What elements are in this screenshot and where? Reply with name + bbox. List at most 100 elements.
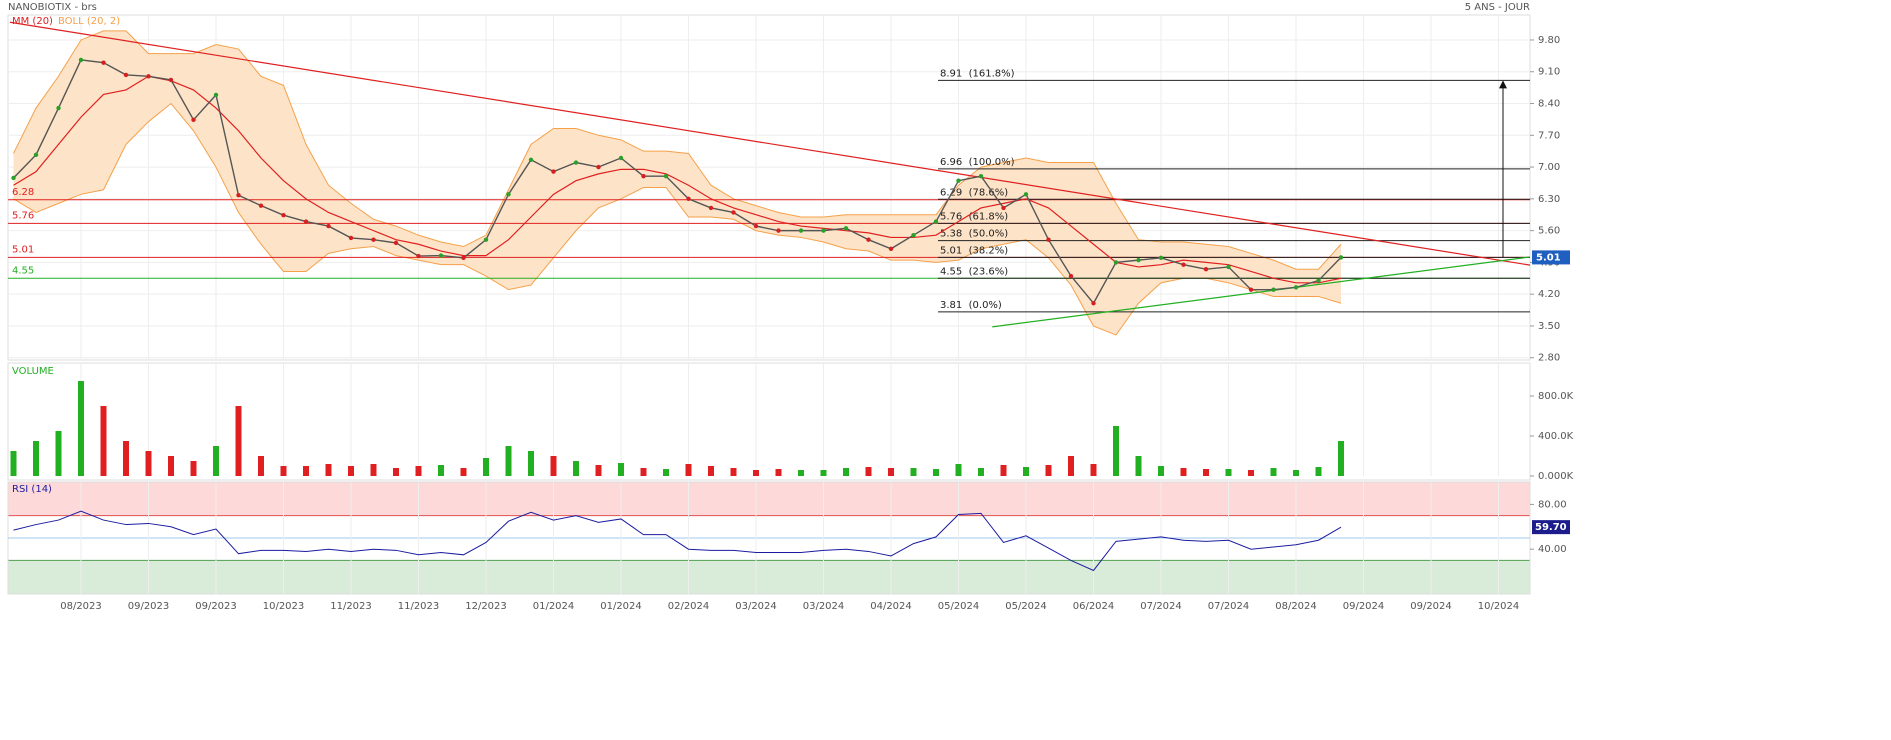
price-point xyxy=(1248,287,1254,292)
volume-bar xyxy=(190,461,197,476)
y-tick-label: 3.50 xyxy=(1538,321,1560,332)
price-point xyxy=(1091,301,1096,306)
price-point xyxy=(1136,257,1141,263)
level-label: 6.28 xyxy=(12,187,34,198)
price-point xyxy=(596,164,601,170)
x-tick-label: 11/2023 xyxy=(398,601,440,612)
volume-bar xyxy=(168,456,174,476)
volume-bar xyxy=(1203,469,1209,476)
volume-bar xyxy=(1158,466,1164,476)
price-point xyxy=(843,226,849,231)
price-point xyxy=(461,255,466,261)
y-tick-label: 2.80 xyxy=(1538,353,1560,364)
y-tick-label: 5.60 xyxy=(1538,226,1560,237)
volume-bar xyxy=(280,466,287,476)
rsi-title: RSI (14) xyxy=(12,484,52,495)
price-point xyxy=(56,105,61,111)
price-point xyxy=(528,157,534,163)
fibonacci-label: 6.96 (100.0%) xyxy=(940,157,1015,168)
volume-bar xyxy=(10,451,17,476)
volume-bar xyxy=(460,468,467,476)
volume-bar xyxy=(955,464,962,476)
volume-bar xyxy=(1270,468,1277,476)
price-point xyxy=(663,173,669,179)
rsi-zone xyxy=(8,482,1530,516)
price-point xyxy=(618,155,624,161)
x-tick-label: 03/2024 xyxy=(803,601,845,612)
volume-bar xyxy=(325,464,332,476)
volume-bar xyxy=(663,469,669,476)
volume-bar xyxy=(910,468,917,476)
volume-bar xyxy=(1113,426,1119,476)
volume-bar xyxy=(1338,441,1344,476)
volume-bar xyxy=(438,465,444,476)
x-tick-label: 10/2023 xyxy=(263,601,305,612)
target-arrow-head xyxy=(1499,80,1507,89)
price-point xyxy=(1068,273,1074,279)
volume-bar xyxy=(820,470,827,476)
volume-bar xyxy=(730,468,737,476)
x-tick-label: 08/2024 xyxy=(1275,601,1317,612)
rsi-last-label: 59.70 xyxy=(1535,522,1567,533)
price-point xyxy=(821,228,826,233)
volume-bar xyxy=(1293,470,1299,476)
last-price-label: 5.01 xyxy=(1536,252,1561,263)
price-point xyxy=(776,228,781,233)
price-point xyxy=(1316,278,1321,283)
price-point xyxy=(911,232,916,238)
x-tick-label: 10/2024 xyxy=(1478,601,1520,612)
price-point xyxy=(1023,192,1029,197)
y-tick-label: 80.00 xyxy=(1538,499,1567,510)
price-point xyxy=(236,193,241,198)
trend-line xyxy=(992,256,1531,328)
volume-bar xyxy=(685,464,692,476)
y-tick-label: 800.0K xyxy=(1538,391,1574,402)
y-tick-label: 8.40 xyxy=(1538,99,1560,110)
volume-bar xyxy=(618,463,624,476)
fibonacci-label: 5.01 (38.2%) xyxy=(940,245,1008,256)
volume-bar xyxy=(865,467,872,476)
price-point xyxy=(1001,205,1006,211)
volume-bar xyxy=(1315,467,1322,476)
x-tick-label: 02/2024 xyxy=(668,601,710,612)
volume-bar xyxy=(573,461,579,476)
volume-bar xyxy=(888,468,894,476)
volume-bar xyxy=(213,446,219,476)
price-point xyxy=(326,223,331,229)
price-point xyxy=(956,178,961,183)
x-tick-label: 03/2024 xyxy=(735,601,777,612)
price-point xyxy=(1226,264,1231,270)
trend-line xyxy=(9,21,1531,266)
price-point xyxy=(866,237,871,242)
price-point xyxy=(101,60,106,65)
price-point xyxy=(393,240,399,246)
volume-bar xyxy=(775,469,782,476)
volume-bar xyxy=(1045,465,1052,476)
price-point xyxy=(933,219,939,224)
volume-bar xyxy=(348,466,354,476)
x-tick-label: 01/2024 xyxy=(533,601,575,612)
price-point xyxy=(371,237,376,242)
y-tick-label: 9.80 xyxy=(1538,35,1560,46)
y-tick-label: 40.00 xyxy=(1538,544,1567,555)
y-tick-label: 9.10 xyxy=(1538,67,1560,78)
price-point xyxy=(731,210,736,215)
volume-bar xyxy=(640,468,647,476)
volume-bar xyxy=(505,446,512,476)
price-point xyxy=(123,72,129,78)
chart-subtitle: 5 ANS - JOUR xyxy=(1465,2,1530,13)
rsi-last-badge xyxy=(1532,520,1570,535)
volume-bar xyxy=(1000,465,1007,476)
price-point xyxy=(191,117,196,123)
last-price-badge xyxy=(1532,250,1570,265)
volume-bar xyxy=(78,381,84,476)
price-point xyxy=(258,203,264,208)
volume-bar xyxy=(1180,468,1187,476)
y-tick-label: 7.70 xyxy=(1538,130,1560,141)
price-point xyxy=(78,57,84,63)
price-point xyxy=(1046,237,1051,242)
price-point xyxy=(438,253,444,258)
y-tick-label: 6.30 xyxy=(1538,194,1560,205)
